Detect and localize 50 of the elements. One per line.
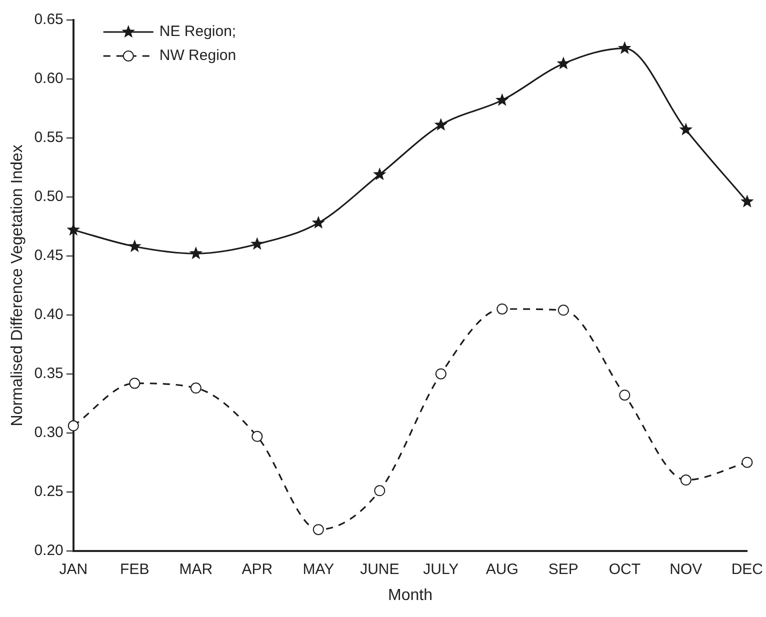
x-tick-label: AUG [486,560,518,578]
legend-label: NE Region; [159,23,236,40]
y-tick-label: 0.30 [34,424,64,441]
point [66,222,80,236]
x-tick-label: APR [242,560,273,578]
point [679,122,693,136]
x-tick-label: MAR [179,560,213,578]
point [374,485,386,496]
x-tick-label: OCT [608,560,640,578]
y-tick-label: 0.65 [34,11,64,28]
x-tick-label: NOV [670,560,702,578]
y-axis-title: Normalised Difference Vegetation Index [9,144,26,426]
point [312,524,324,536]
x-tick-label: JULY [423,560,459,578]
y-tick-label: 0.25 [34,482,64,500]
point [312,216,326,229]
y-tick-label: 0.45 [34,247,64,264]
point [435,368,446,380]
point [556,56,570,70]
point [128,239,142,252]
y-tick-label: 0.35 [34,365,64,382]
point [618,41,632,54]
x-tick-label: JUNE [360,560,400,578]
point [434,118,448,131]
point [619,390,630,401]
point [68,420,79,432]
point [129,378,140,389]
legend-label: NW Region [159,47,236,64]
point [680,474,692,486]
point [189,246,203,260]
point [252,430,263,442]
x-tick-label: DEC [731,560,764,578]
point [496,93,509,106]
point [558,304,569,316]
x-tick-label: MAY [302,560,334,578]
point [250,237,264,250]
y-tick-label: 0.40 [34,306,64,324]
x-tick-label: SEP [548,560,578,578]
y-tick-label: 0.55 [34,129,64,146]
y-tick-label: 0.60 [34,70,64,88]
y-tick-label: 0.20 [34,542,64,559]
x-axis-title: Month [388,586,433,604]
x-tick-label: JAN [59,560,88,578]
point [742,456,753,468]
point [496,303,508,314]
y-tick-label: 0.50 [34,188,64,206]
x-tick-label: FEB [120,560,150,578]
point [740,194,754,208]
point [190,382,202,394]
point [372,168,386,180]
